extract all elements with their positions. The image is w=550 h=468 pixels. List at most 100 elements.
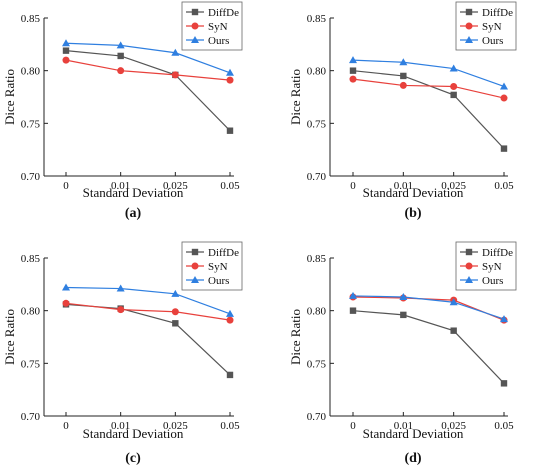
x-tick-label: 0.01 bbox=[394, 420, 413, 432]
legend-marker bbox=[191, 8, 199, 16]
legend-label: DiffDe bbox=[208, 7, 239, 19]
data-point bbox=[349, 56, 357, 64]
series-line bbox=[352, 295, 505, 320]
y-axis-title: Dice Ratio bbox=[288, 69, 303, 125]
legend-label: SyN bbox=[482, 261, 502, 273]
data-point bbox=[450, 327, 457, 334]
legend: DiffDe SyN Ours bbox=[455, 241, 517, 291]
y-tick-label: 0.85 bbox=[307, 253, 327, 265]
series-line bbox=[352, 310, 505, 384]
series-syn bbox=[62, 299, 234, 324]
series-diffde bbox=[349, 67, 508, 152]
data-point bbox=[117, 52, 124, 60]
series-ours bbox=[349, 291, 508, 323]
data-point bbox=[349, 307, 357, 314]
data-point bbox=[226, 68, 234, 76]
legend-marker bbox=[465, 8, 473, 16]
data-point bbox=[62, 283, 70, 291]
y-tick-label: 0.80 bbox=[21, 306, 41, 318]
data-point bbox=[500, 94, 508, 102]
series-diffde bbox=[62, 301, 234, 379]
legend-marker bbox=[465, 22, 473, 30]
data-point bbox=[450, 91, 457, 99]
series-line bbox=[65, 302, 231, 321]
legend-label: SyN bbox=[208, 261, 228, 273]
panel-label: (c) bbox=[125, 451, 141, 466]
y-tick-label: 0.75 bbox=[307, 358, 327, 370]
data-point bbox=[399, 292, 408, 300]
series-line bbox=[65, 286, 231, 315]
y-tick-label: 0.80 bbox=[21, 66, 41, 78]
legend-marker bbox=[465, 262, 473, 270]
legend-label: Ours bbox=[482, 275, 503, 287]
x-tick-label: 0.025 bbox=[163, 420, 188, 432]
series-line bbox=[65, 42, 231, 74]
series-ours bbox=[62, 39, 234, 76]
x-tick-label: 0.025 bbox=[163, 180, 188, 192]
legend-marker bbox=[191, 276, 199, 283]
data-point bbox=[116, 284, 125, 292]
chart-panel-d: 0.70 0.75 0.80 0.85 0 0.01 0.025 0.05 Standard D… bbox=[288, 241, 517, 466]
legend-marker bbox=[191, 248, 199, 256]
series-line bbox=[352, 296, 505, 321]
y-tick-label: 0.70 bbox=[307, 171, 327, 183]
y-tick-label: 0.85 bbox=[21, 13, 41, 25]
data-point bbox=[400, 311, 407, 319]
x-tick-label: 0 bbox=[350, 180, 356, 192]
data-point bbox=[449, 298, 458, 306]
data-point bbox=[500, 82, 508, 90]
legend-marker bbox=[465, 36, 473, 43]
data-point bbox=[399, 58, 408, 66]
y-tick-label: 0.75 bbox=[21, 358, 41, 370]
panel-label: (a) bbox=[125, 206, 142, 221]
x-tick-label: 0.05 bbox=[220, 180, 240, 192]
data-point bbox=[500, 380, 508, 387]
data-point bbox=[349, 67, 357, 74]
data-point bbox=[226, 316, 234, 324]
y-tick-label: 0.85 bbox=[21, 253, 41, 265]
series-syn bbox=[62, 56, 234, 84]
x-tick-label: 0.025 bbox=[441, 180, 466, 192]
y-axis-title: Dice Ratio bbox=[2, 309, 17, 365]
data-point bbox=[117, 306, 125, 314]
y-tick-label: 0.70 bbox=[21, 171, 41, 183]
legend-marker bbox=[465, 276, 473, 283]
data-point bbox=[116, 41, 125, 49]
panel-label: (b) bbox=[404, 206, 421, 221]
chart-panel-a: 0.70 0.75 0.80 0.85 0 0.01 0.025 0.05 Standard D… bbox=[2, 1, 243, 221]
data-point bbox=[500, 145, 508, 152]
series-line bbox=[352, 59, 505, 88]
legend-label: DiffDe bbox=[208, 247, 239, 259]
y-tick-label: 0.70 bbox=[307, 411, 327, 423]
data-point bbox=[500, 315, 508, 323]
data-point bbox=[226, 76, 234, 84]
y-tick-label: 0.75 bbox=[21, 118, 41, 130]
data-point bbox=[62, 56, 70, 64]
data-point bbox=[226, 371, 234, 379]
x-tick-label: 0.05 bbox=[494, 420, 514, 432]
data-point bbox=[349, 75, 357, 83]
data-point bbox=[449, 64, 458, 72]
y-tick-label: 0.80 bbox=[307, 66, 327, 78]
series-ours bbox=[62, 283, 234, 317]
data-point bbox=[400, 72, 407, 80]
x-tick-label: 0.01 bbox=[111, 180, 130, 192]
y-axis-title: Dice Ratio bbox=[2, 69, 17, 125]
y-tick-label: 0.70 bbox=[21, 411, 41, 423]
data-point bbox=[399, 81, 407, 89]
data-point bbox=[117, 67, 125, 75]
series-line bbox=[65, 50, 231, 132]
x-tick-label: 0 bbox=[63, 180, 69, 192]
y-axis-title: Dice Ratio bbox=[288, 309, 303, 365]
x-tick-label: 0.025 bbox=[441, 420, 466, 432]
legend-marker bbox=[191, 262, 199, 270]
data-point bbox=[62, 47, 70, 54]
y-tick-label: 0.80 bbox=[307, 306, 327, 318]
data-point bbox=[171, 308, 179, 316]
series-syn bbox=[349, 293, 508, 324]
data-point bbox=[172, 320, 179, 327]
x-tick-label: 0 bbox=[350, 420, 356, 432]
chart-panel-b: 0.70 0.75 0.80 0.85 0 0.01 0.025 0.05 Standard D… bbox=[288, 1, 517, 221]
series-ours bbox=[349, 56, 508, 90]
